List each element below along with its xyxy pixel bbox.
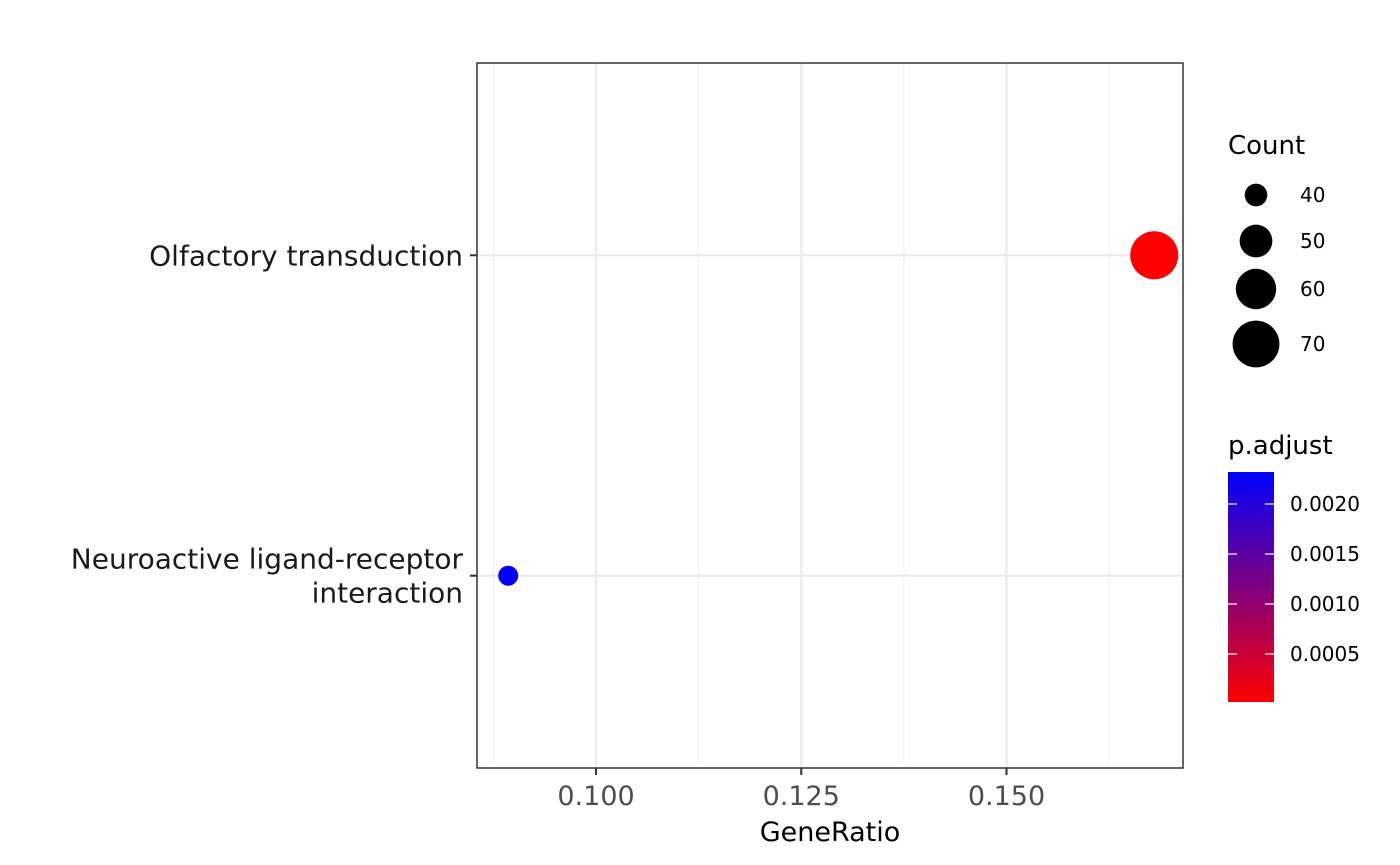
count-legend-label: 60 (1300, 277, 1325, 301)
y-axis: Neuroactive ligand-receptor interaction Ol… (71, 239, 477, 610)
panel-background (477, 63, 1183, 768)
y-tick-label-line: interaction (312, 577, 463, 610)
p-adjust-legend-label: 0.0005 (1290, 642, 1360, 666)
p-adjust-legend: p.adjust 0.0005 0.0010 0.0015 0.0020 (1228, 431, 1360, 702)
plot-panel (477, 63, 1183, 768)
data-points (498, 231, 1179, 586)
count-legend: Count 40 50 60 70 (1228, 131, 1325, 368)
count-legend-label: 50 (1300, 229, 1325, 253)
count-legend-label: 40 (1300, 183, 1325, 207)
x-tick-label: 0.150 (968, 781, 1045, 812)
y-tick-label: Olfactory transduction (149, 239, 463, 272)
count-legend-key (1235, 268, 1277, 310)
panel-border (476, 62, 1184, 769)
p-adjust-legend-title: p.adjust (1228, 431, 1333, 461)
count-legend-key (1239, 224, 1273, 258)
y-tick-label-line: Neuroactive ligand-receptor (71, 543, 464, 576)
data-point (1130, 231, 1179, 280)
major-gridlines (477, 63, 1183, 768)
y-tick-label: Neuroactive ligand-receptor interaction (71, 543, 464, 610)
y-tick-label-line: Olfactory transduction (149, 239, 463, 272)
data-point (498, 565, 519, 586)
count-legend-key (1232, 320, 1280, 368)
x-axis: 0.100 0.125 0.150 (557, 768, 1045, 812)
x-tick-label: 0.125 (763, 781, 840, 812)
p-adjust-legend-label: 0.0020 (1290, 492, 1360, 516)
minor-gridlines (492, 63, 1110, 768)
p-adjust-legend-label: 0.0010 (1290, 592, 1360, 616)
x-axis-title: GeneRatio (760, 817, 901, 848)
count-legend-key (1244, 183, 1268, 207)
count-legend-title: Count (1228, 131, 1305, 161)
count-legend-label: 70 (1300, 332, 1325, 356)
p-adjust-legend-label: 0.0015 (1290, 542, 1360, 566)
x-tick-label: 0.100 (557, 781, 634, 812)
p-adjust-colorbar (1228, 472, 1274, 702)
